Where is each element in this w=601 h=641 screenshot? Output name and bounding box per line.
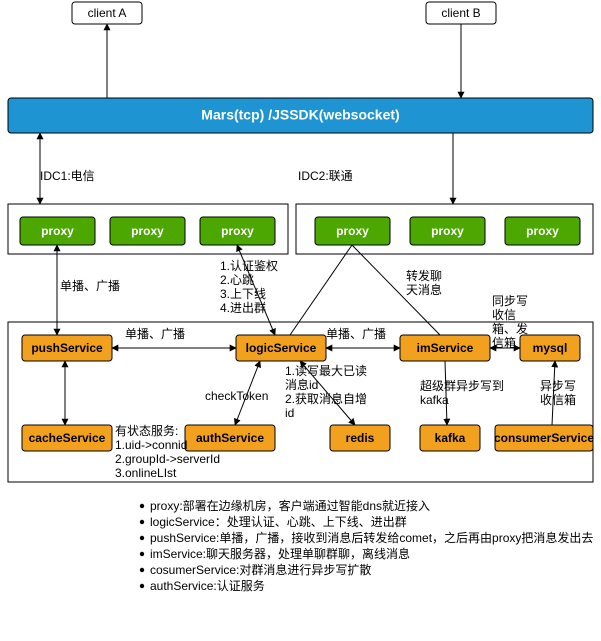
bullet-dot-1 bbox=[140, 520, 144, 524]
bullet-4: cosumerService:对群消息进行异步写扩散 bbox=[150, 562, 371, 577]
consumer-label: consumerService bbox=[494, 431, 594, 445]
edge-label-10-2: 2.groupId->serverId bbox=[115, 452, 220, 466]
kafka-label: kafka bbox=[435, 431, 466, 445]
edge-label-6-3: id bbox=[285, 406, 294, 420]
edge-label-10-3: 3.onlineLIst bbox=[115, 466, 177, 480]
logicSvc-label: logicService bbox=[246, 341, 317, 355]
cacheSvc-label: cacheService bbox=[29, 431, 106, 445]
proxy_a3-label: proxy bbox=[221, 224, 254, 238]
edge-label-5-2: 箱、发 bbox=[492, 321, 528, 336]
bullet-dot-3 bbox=[140, 552, 144, 556]
edge-label-2-0: 转发聊 bbox=[406, 268, 442, 283]
bullet-2: pushService:单播，广播，接收到消息后转发给comet，之后再由pro… bbox=[150, 530, 593, 545]
edge-label-7-0: checkToken bbox=[205, 389, 268, 403]
edge-label-9-1: 收信箱 bbox=[540, 392, 576, 407]
edge-label-1-0: 1.认证鉴权 bbox=[220, 259, 278, 273]
proxy_a2-label: proxy bbox=[131, 224, 164, 238]
edge-label-4-0: 单播、广播 bbox=[326, 327, 386, 341]
pushSvc-label: pushService bbox=[31, 341, 103, 355]
edge-label-10-0: 有状态服务: bbox=[115, 423, 178, 438]
bullet-dot-5 bbox=[140, 584, 144, 588]
edge-label-1-3: 4.进出群 bbox=[220, 301, 266, 315]
edge-label-9-0: 异步写 bbox=[540, 379, 576, 393]
authSvc-label: authService bbox=[196, 431, 264, 445]
edge-label-1-2: 3.上下线 bbox=[220, 287, 266, 301]
mysql-label: mysql bbox=[533, 341, 568, 355]
bullet-dot-2 bbox=[140, 536, 144, 540]
redis-label: redis bbox=[346, 431, 375, 445]
bullet-5: authService:认证服务 bbox=[150, 578, 265, 593]
edge-label-0-0: 单播、广播 bbox=[60, 279, 120, 293]
idc2-title: IDC2:联通 bbox=[298, 169, 353, 183]
edge-label-3-0: 单播、广播 bbox=[125, 327, 185, 341]
proxy_b1-label: proxy bbox=[336, 224, 369, 238]
edge-label-8-1: kafka bbox=[420, 393, 449, 407]
client_b-label: client B bbox=[441, 6, 480, 20]
edge-label-6-0: 1.读写最大已读 bbox=[285, 364, 367, 378]
bullet-1: logicService：处理认证、心跳、上下线、进出群 bbox=[150, 515, 407, 529]
edge-label-5-1: 收信 bbox=[492, 308, 516, 322]
bullet-dot-4 bbox=[140, 568, 144, 572]
bullet-3: imService:聊天服务器，处理单聊群聊，离线消息 bbox=[150, 546, 410, 561]
edge-label-5-3: 信箱 bbox=[492, 335, 516, 350]
bullet-dot-0 bbox=[140, 504, 144, 508]
edge-label-5-0: 同步写 bbox=[492, 294, 528, 308]
proxy_a1-label: proxy bbox=[41, 224, 74, 238]
client_a-label: client A bbox=[88, 6, 127, 20]
mars-label: Mars(tcp) /JSSDK(websocket) bbox=[201, 107, 399, 123]
proxy_b3-label: proxy bbox=[526, 224, 559, 238]
proxy_b2-label: proxy bbox=[431, 224, 464, 238]
imSvc-label: imService bbox=[417, 341, 474, 355]
edge-label-6-1: 消息id bbox=[285, 377, 318, 392]
edge-label-6-2: 2.获取消息自增 bbox=[285, 391, 367, 406]
bullet-0: proxy:部署在边缘机房，客户端通过智能dns就近接入 bbox=[150, 498, 430, 513]
edge-label-10-1: 1.uid->connid bbox=[115, 438, 187, 452]
idc1-title: IDC1:电信 bbox=[40, 169, 95, 183]
edge-label-1-1: 2.心跳 bbox=[220, 273, 254, 287]
edge-label-2-1: 天消息 bbox=[406, 282, 442, 297]
edge-label-8-0: 超级群异步写到 bbox=[420, 378, 504, 393]
